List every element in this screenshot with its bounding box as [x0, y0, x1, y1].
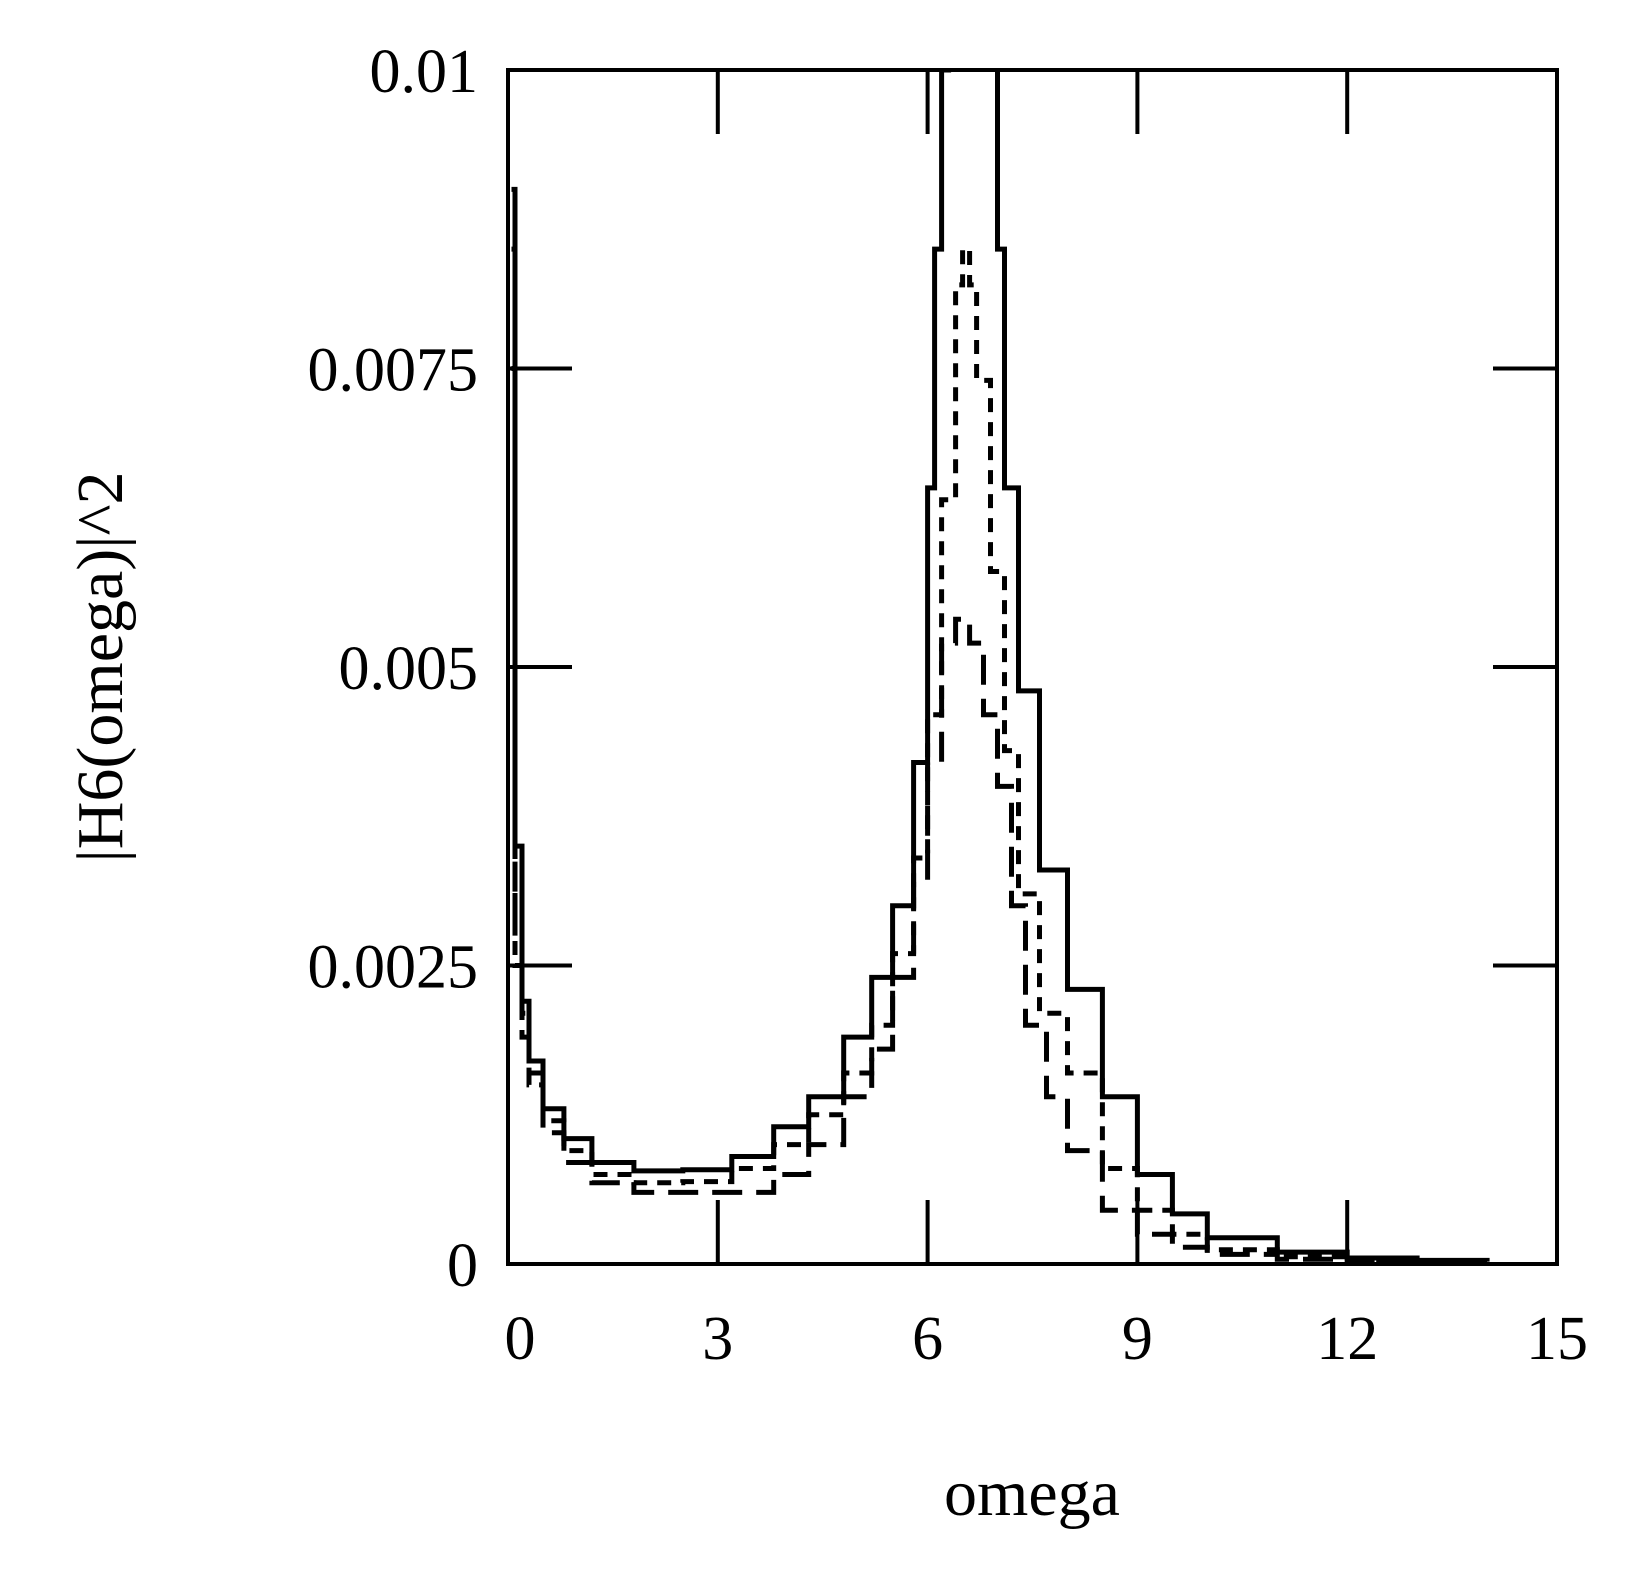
plot-frame	[506, 68, 1559, 1266]
x-tick-label: 3	[702, 1305, 733, 1373]
x-tick-label: 12	[1316, 1305, 1378, 1373]
y-tick-label: 0.005	[339, 635, 479, 703]
y-tick-label: 0.0025	[308, 934, 479, 1002]
x-axis: 0 3 6 9 12 15	[505, 70, 1588, 1373]
series-long-dashed	[511, 246, 1488, 1264]
series-solid	[511, 70, 1490, 1263]
x-tick-label: 9	[1122, 1305, 1153, 1373]
y-tick-label: 0	[447, 1232, 478, 1300]
y-axis-title: |H6(omega)|^2	[64, 472, 137, 863]
y-tick-label: 0.0075	[308, 337, 479, 405]
x-tick-label: 15	[1526, 1305, 1588, 1373]
y-axis: 0 0.0025 0.005 0.0075 0.01	[308, 38, 1557, 1300]
x-tick-label: 6	[912, 1305, 943, 1373]
series-layer	[511, 70, 1490, 1264]
y-tick-label: 0.01	[370, 38, 479, 106]
series-dashed	[511, 246, 1490, 1264]
x-tick-label: 0	[505, 1305, 536, 1373]
x-axis-title: omega	[944, 1457, 1120, 1530]
